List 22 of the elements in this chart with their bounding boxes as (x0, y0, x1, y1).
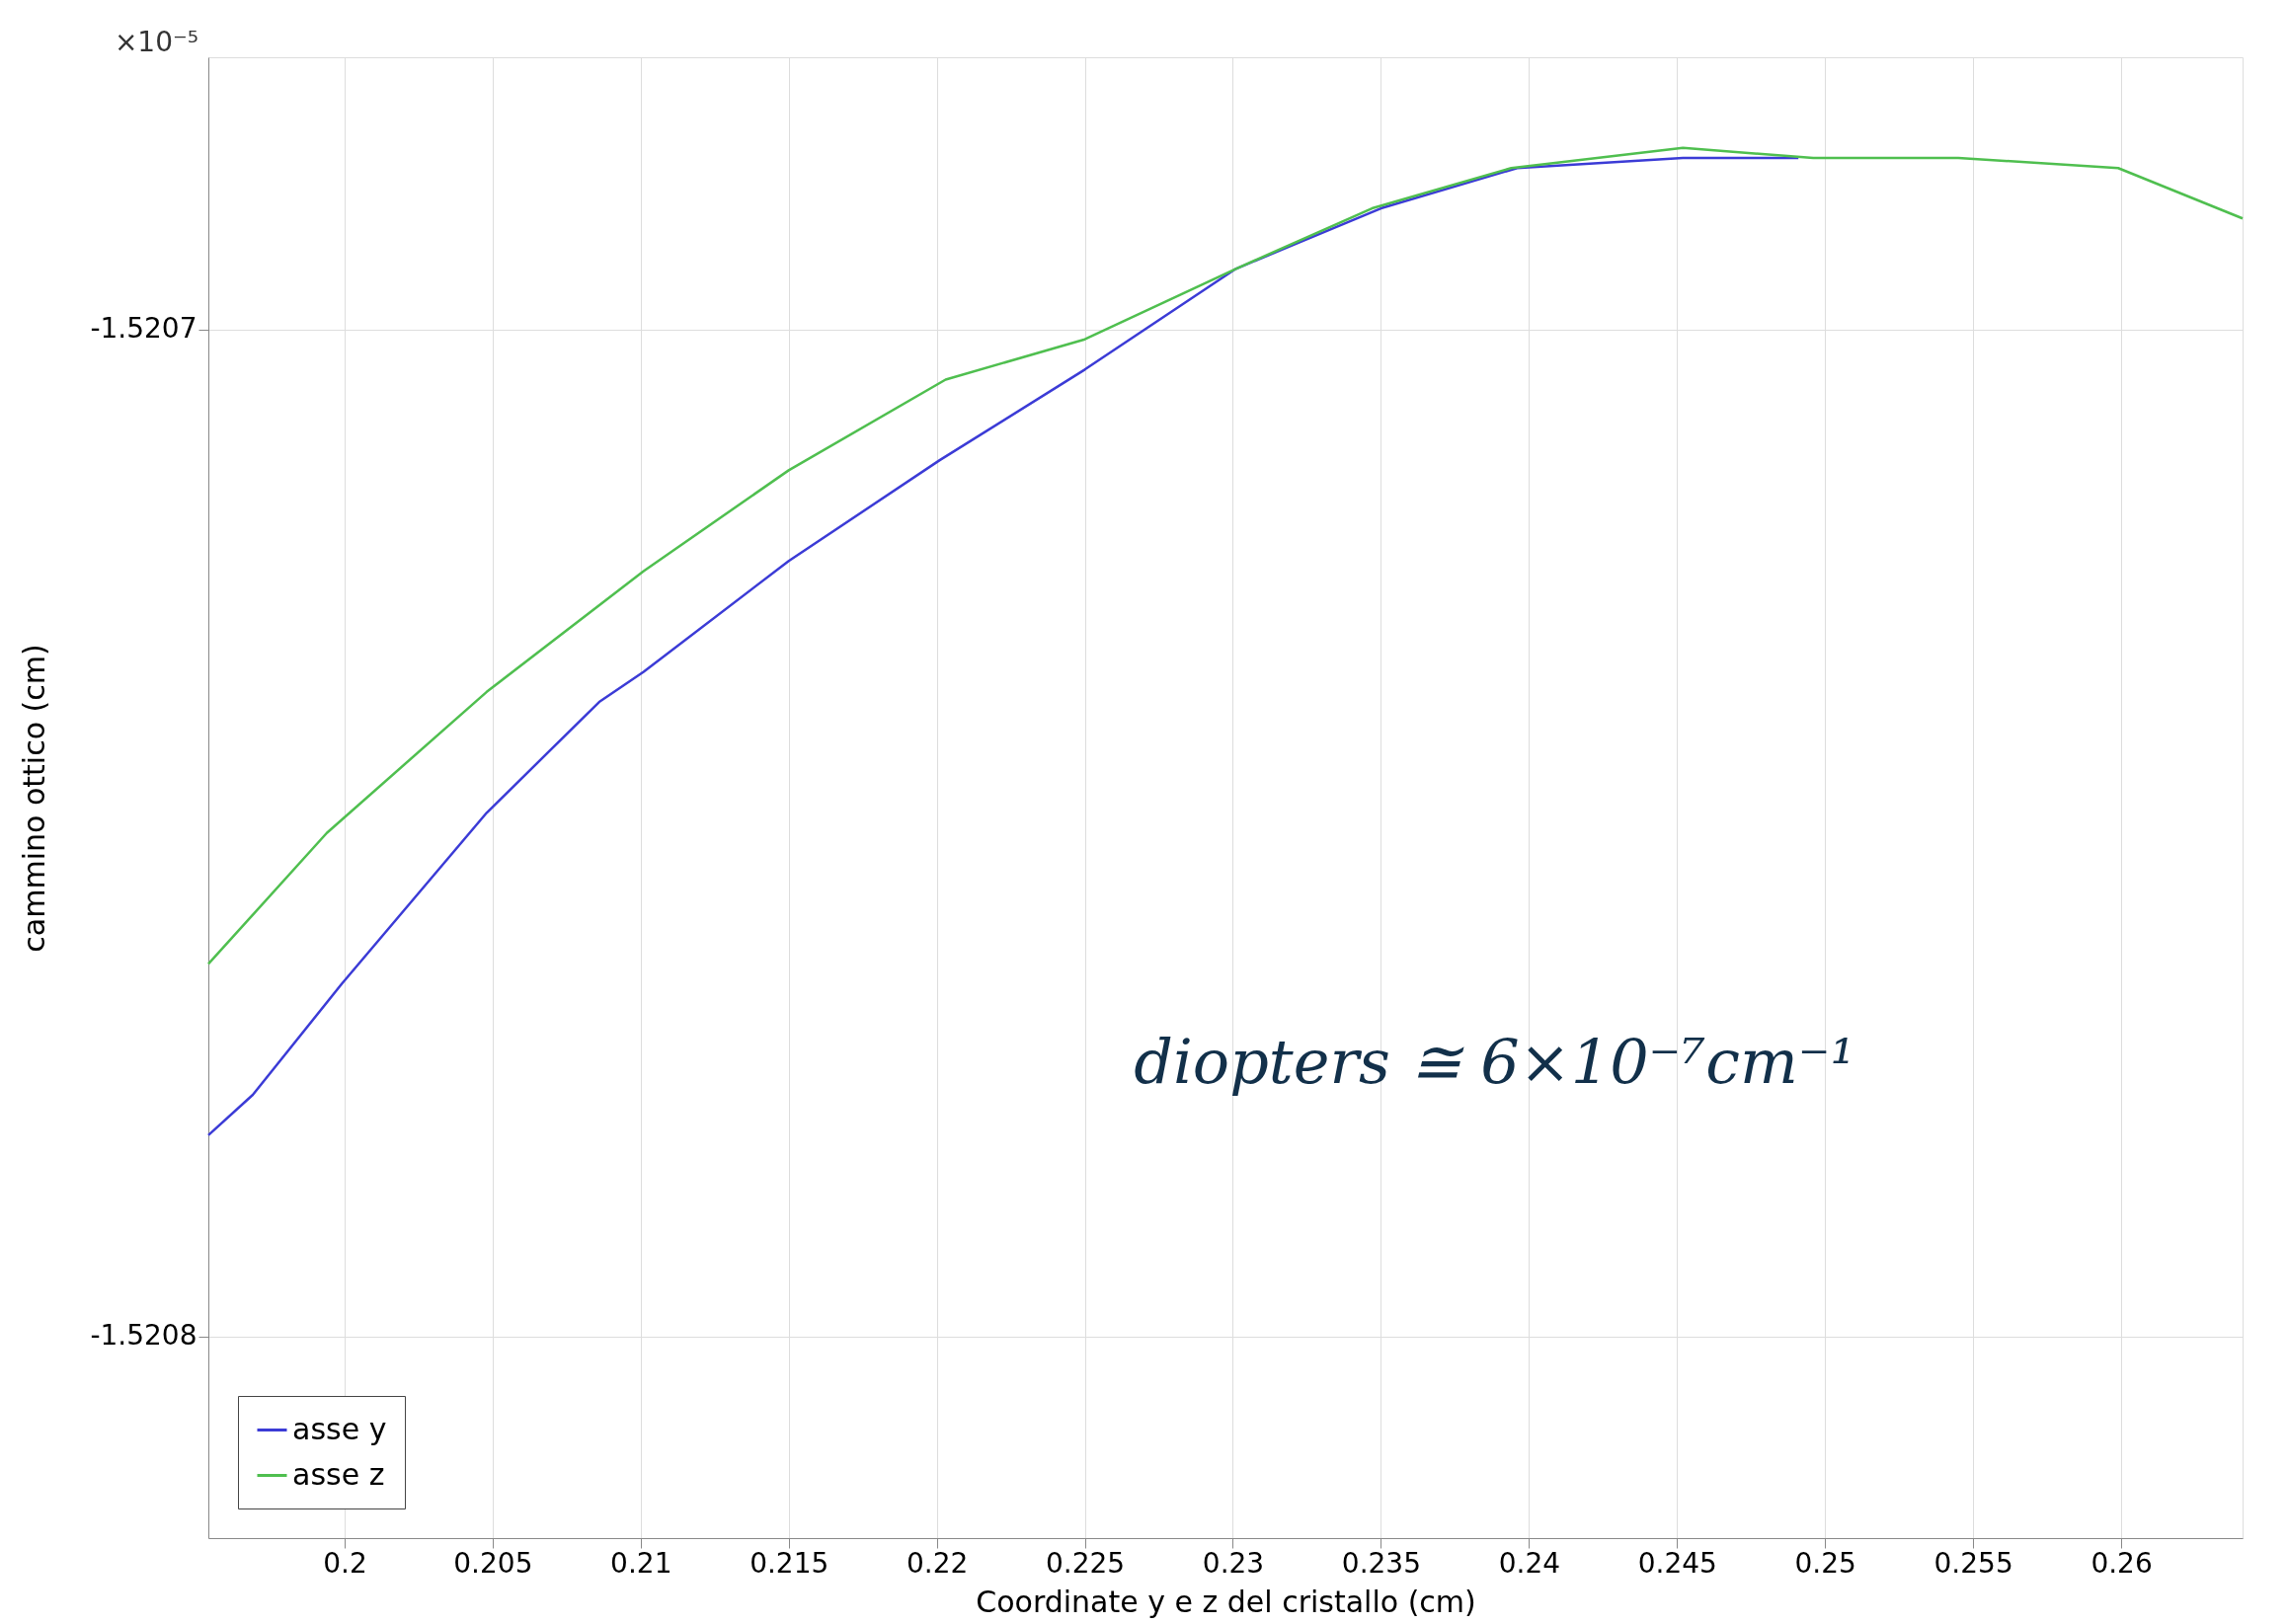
x-tick-label: 0.22 (906, 1546, 969, 1580)
x-tick-label: 0.23 (1202, 1546, 1265, 1580)
x-tick-label: 0.225 (1045, 1546, 1126, 1580)
x-tick-label: 0.26 (2090, 1546, 2153, 1580)
x-tick-label: 0.24 (1498, 1546, 1561, 1580)
x-tick-label: 0.2 (323, 1546, 367, 1580)
text: ×10⁻⁵ (114, 26, 198, 58)
y-tick-label: -1.5207 (90, 312, 197, 346)
y-axis-title: cammino ottico (cm) (17, 644, 52, 953)
annotation: diopters ≅ 6×10⁻⁷cm⁻¹ (1134, 1026, 1855, 1098)
x-tick-label: 0.255 (1933, 1546, 2013, 1580)
y-tick-label: -1.5208 (90, 1319, 197, 1353)
legend-label: asse z (292, 1456, 385, 1492)
x-tick-label: 0.235 (1341, 1546, 1422, 1580)
x-tick-label: 0.21 (610, 1546, 672, 1580)
x-tick-label: 0.245 (1637, 1546, 1717, 1580)
line-series (206, 146, 2245, 966)
x-tick-label: 0.205 (453, 1546, 533, 1580)
x-tick-label: 0.215 (749, 1546, 829, 1580)
legend-label: asse y (292, 1411, 387, 1446)
x-tick-label: 0.25 (1794, 1546, 1856, 1580)
x-axis-title: Coordinate y e z del cristallo (cm) (976, 1584, 1476, 1619)
